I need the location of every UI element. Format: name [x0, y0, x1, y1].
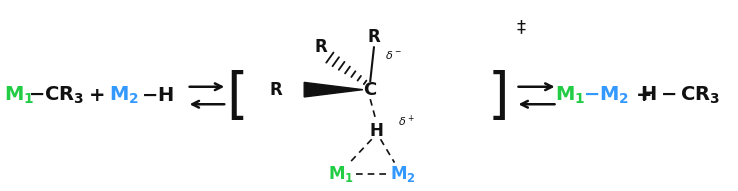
Text: $\delta^+$: $\delta^+$ [399, 113, 415, 129]
Text: $\mathbf{-H}$: $\mathbf{-H}$ [141, 86, 174, 105]
Polygon shape [304, 82, 363, 97]
Text: $\mathbf{H-CR_3}$: $\mathbf{H-CR_3}$ [640, 85, 720, 106]
Text: [: [ [226, 70, 247, 124]
Text: $\mathbf{R}$: $\mathbf{R}$ [367, 28, 381, 46]
Text: $\mathbf{M_1}$: $\mathbf{M_1}$ [328, 164, 354, 184]
Text: $\mathbf{-M_2}$: $\mathbf{-M_2}$ [584, 85, 630, 106]
Text: $\mathbf{M_1}$: $\mathbf{M_1}$ [4, 85, 35, 106]
Text: $\mathbf{+}$: $\mathbf{+}$ [89, 86, 105, 105]
Text: $\mathbf{+}$: $\mathbf{+}$ [635, 86, 652, 105]
Text: $\delta^-$: $\delta^-$ [385, 49, 401, 61]
Text: $\mathbf{R}$: $\mathbf{R}$ [269, 81, 283, 99]
Text: $\ddagger$: $\ddagger$ [516, 19, 526, 37]
Text: $\mathbf{H}$: $\mathbf{H}$ [369, 121, 383, 139]
Text: $\mathbf{R}$: $\mathbf{R}$ [314, 38, 328, 56]
Text: $\mathbf{M_1}$: $\mathbf{M_1}$ [555, 85, 585, 106]
Text: $\mathbf{M_2}$: $\mathbf{M_2}$ [390, 164, 416, 184]
Text: $\mathbf{C}$: $\mathbf{C}$ [363, 81, 377, 99]
Text: $\mathbf{M_2}$: $\mathbf{M_2}$ [109, 85, 139, 106]
Text: $\mathbf{-CR_3}$: $\mathbf{-CR_3}$ [28, 85, 84, 106]
Text: ]: ] [488, 70, 509, 124]
